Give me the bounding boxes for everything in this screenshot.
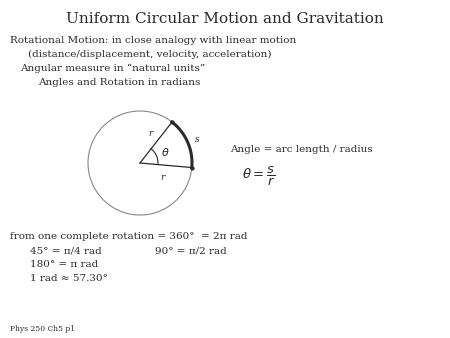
Text: s: s bbox=[195, 135, 200, 144]
Text: $\theta = \dfrac{s}{r}$: $\theta = \dfrac{s}{r}$ bbox=[242, 165, 275, 188]
Text: Angles and Rotation in radians: Angles and Rotation in radians bbox=[38, 78, 200, 87]
Text: 45° = π/4 rad: 45° = π/4 rad bbox=[30, 246, 102, 255]
Text: Phys 250 Ch5 p1: Phys 250 Ch5 p1 bbox=[10, 325, 75, 333]
Text: Angle = arc length / radius: Angle = arc length / radius bbox=[230, 145, 373, 154]
Text: 1 rad ≈ 57.30°: 1 rad ≈ 57.30° bbox=[30, 274, 108, 283]
Text: from one complete rotation = 360°  = 2π rad: from one complete rotation = 360° = 2π r… bbox=[10, 232, 248, 241]
Text: $\theta$: $\theta$ bbox=[162, 146, 170, 158]
Text: Uniform Circular Motion and Gravitation: Uniform Circular Motion and Gravitation bbox=[66, 12, 384, 26]
Text: 90° = π/2 rad: 90° = π/2 rad bbox=[155, 246, 227, 255]
Text: r: r bbox=[160, 173, 165, 183]
Text: Angular measure in “natural units”: Angular measure in “natural units” bbox=[20, 64, 205, 73]
Text: Rotational Motion: in close analogy with linear motion: Rotational Motion: in close analogy with… bbox=[10, 36, 296, 45]
Text: (distance/displacement, velocity, acceleration): (distance/displacement, velocity, accele… bbox=[28, 50, 271, 59]
Text: 180° = π rad: 180° = π rad bbox=[30, 260, 98, 269]
Text: r: r bbox=[148, 129, 153, 139]
